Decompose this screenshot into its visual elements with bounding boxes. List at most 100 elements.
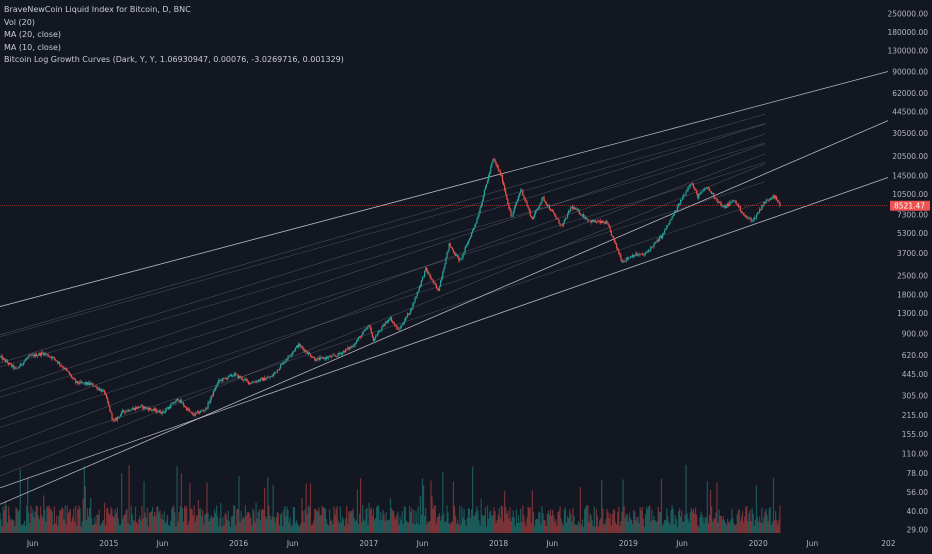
volume-bar — [61, 507, 63, 533]
candle-body — [420, 280, 423, 286]
candle-body — [58, 362, 60, 364]
candle-body — [13, 365, 15, 369]
volume-bar — [766, 514, 768, 533]
volume-bar — [564, 507, 567, 533]
current-price-badge-bg — [890, 200, 930, 211]
candle-body — [218, 379, 220, 383]
volume-bar — [122, 519, 124, 533]
candle-body — [562, 222, 564, 226]
y-tick-label: 155.00 — [902, 430, 928, 439]
candle-body — [628, 257, 631, 259]
candle-body — [252, 381, 254, 383]
volume-bar — [332, 524, 334, 533]
volume-bar — [349, 512, 351, 533]
candle-body — [717, 200, 719, 203]
volume-bar — [235, 525, 237, 533]
volume-bar — [379, 520, 381, 533]
candle-body — [286, 359, 288, 361]
volume-bar — [162, 520, 164, 533]
volume-bar — [256, 518, 258, 533]
candle-body — [67, 371, 69, 373]
candle-body — [555, 215, 557, 218]
candle-body — [396, 325, 398, 330]
candle-body — [25, 359, 27, 361]
volume-bar — [203, 524, 205, 533]
volume-bar — [45, 521, 47, 533]
candle-body — [638, 254, 640, 256]
candle-body — [255, 381, 257, 383]
candle-body — [418, 286, 420, 291]
volume-bar — [605, 519, 607, 533]
volume-bar — [80, 526, 82, 533]
volume-bar — [20, 524, 22, 533]
volume-bar — [85, 520, 88, 533]
candle-body — [162, 411, 164, 413]
volume-bar — [397, 511, 399, 533]
candle-body — [472, 229, 474, 233]
volume-bar — [521, 522, 523, 533]
volume-bar — [400, 520, 402, 533]
volume-bar — [12, 519, 14, 533]
y-tick-label: 29.00 — [907, 525, 929, 534]
volume-bar — [498, 508, 500, 533]
volume-bar — [575, 524, 577, 533]
candle-body — [538, 206, 540, 209]
candle-body — [488, 175, 490, 181]
volume-bar — [500, 505, 503, 533]
volume-bar — [461, 507, 463, 533]
candle-body — [473, 227, 475, 230]
volume-bar — [84, 486, 86, 533]
candle-body — [62, 366, 64, 368]
candle-body — [627, 257, 629, 260]
volume-bar — [324, 508, 326, 533]
volume-bar — [208, 521, 210, 533]
candle-body — [244, 379, 246, 380]
volume-bar — [459, 505, 461, 533]
candle-body — [552, 209, 554, 212]
candle-body — [650, 246, 652, 251]
candle-body — [119, 414, 122, 417]
candle-body — [14, 367, 16, 369]
candle-body — [527, 205, 529, 209]
volume-bar — [664, 520, 666, 533]
candle-body — [197, 411, 200, 414]
candle-body — [257, 380, 259, 382]
candle-body — [166, 408, 169, 410]
candle-body — [249, 382, 251, 384]
candle-body — [185, 406, 187, 408]
volume-bar — [23, 520, 26, 533]
candle-body — [736, 203, 738, 205]
volume-bar — [606, 508, 608, 533]
volume-bar — [463, 508, 465, 533]
candle-body — [540, 201, 542, 205]
candle-body — [498, 170, 500, 171]
candle-body — [437, 288, 440, 291]
volume-bar — [634, 511, 636, 533]
volume-bar — [769, 507, 771, 533]
candle-body — [202, 410, 204, 412]
candle-body — [695, 189, 697, 191]
volume-bar — [588, 522, 590, 533]
volume-bar — [295, 519, 298, 533]
volume-bar — [476, 506, 478, 533]
volume-bar — [273, 517, 275, 533]
volume-bar — [768, 508, 770, 533]
candle-body — [59, 362, 61, 365]
candle-body — [329, 356, 331, 357]
candle-body — [640, 253, 642, 255]
candle-body — [775, 196, 777, 199]
volume-bar — [14, 526, 16, 533]
candle-body — [196, 411, 198, 413]
candle-body — [188, 408, 190, 411]
candle-body — [397, 328, 399, 330]
volume-bar — [113, 517, 115, 533]
candle-body — [484, 187, 487, 190]
volume-bar — [285, 516, 287, 533]
candle-body — [0, 355, 2, 357]
volume-bar — [469, 518, 472, 533]
candle-body — [463, 252, 465, 254]
candle-body — [660, 236, 663, 239]
candle-body — [732, 200, 734, 202]
candle-body — [598, 220, 601, 222]
